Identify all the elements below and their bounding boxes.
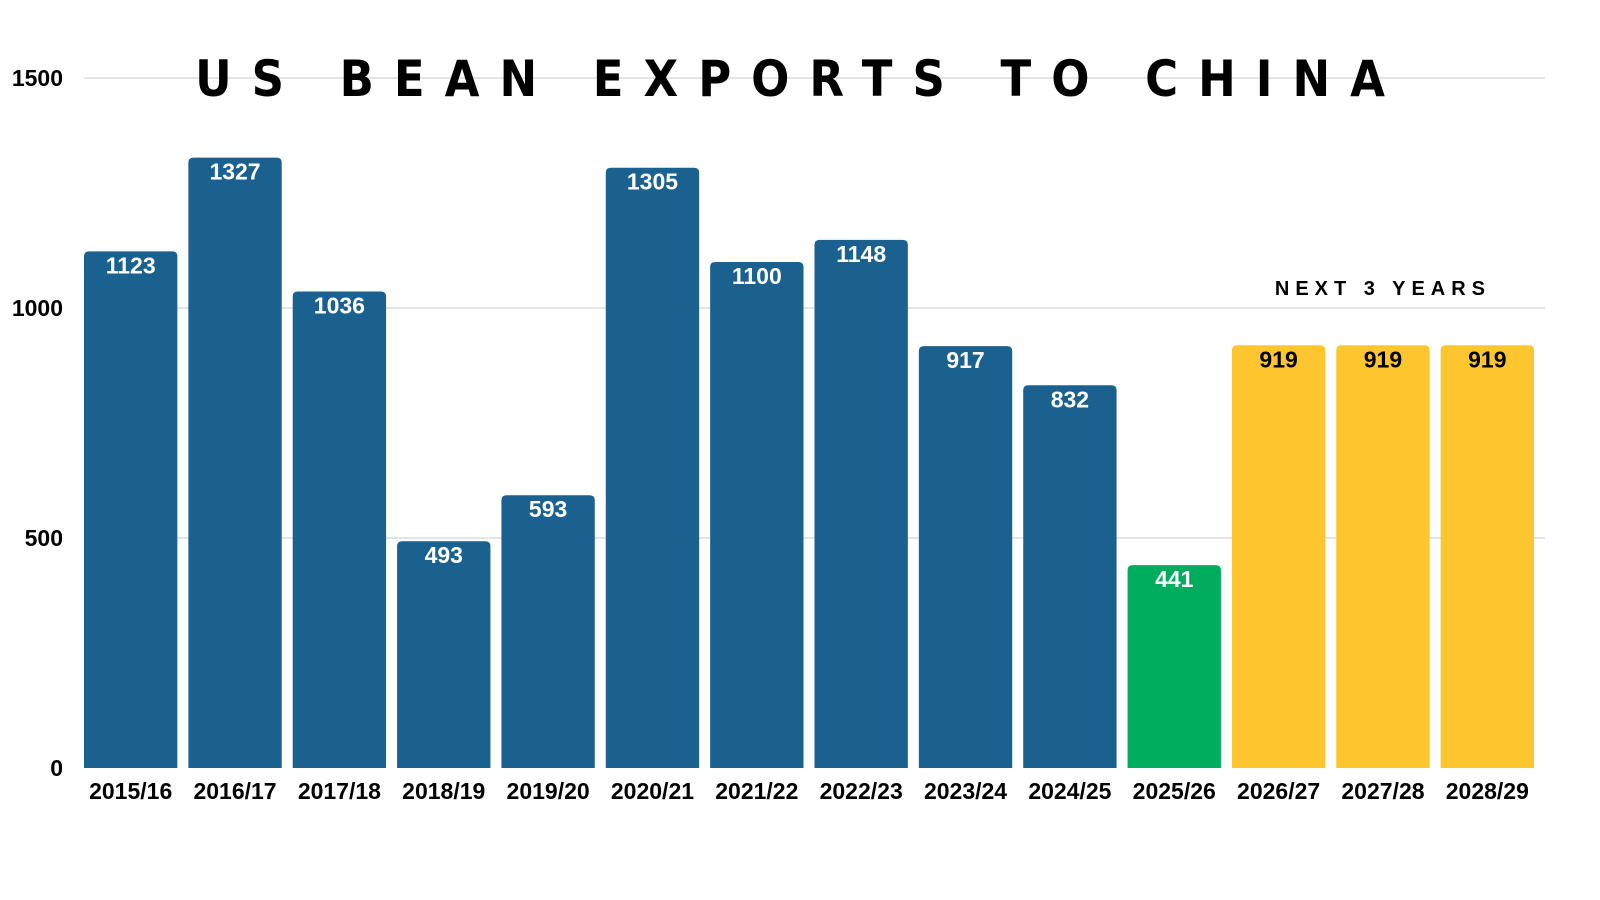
x-tick-label: 2020/21 xyxy=(611,778,694,804)
bar-2017-18 xyxy=(292,291,387,768)
x-tick-label: 2027/28 xyxy=(1341,778,1424,804)
bar-2021-22 xyxy=(710,262,804,768)
data-label: 917 xyxy=(946,347,984,373)
data-label: 919 xyxy=(1364,346,1402,372)
bar-2019-20 xyxy=(501,495,595,768)
bar-2020-21 xyxy=(605,167,700,768)
bar-2016-17 xyxy=(188,157,282,768)
data-label: 1123 xyxy=(106,252,156,278)
y-tick-label: 1000 xyxy=(12,295,63,321)
bar-2025-26 xyxy=(1127,565,1221,768)
bar-2022-23 xyxy=(814,239,908,769)
data-label: 919 xyxy=(1259,346,1297,372)
bar-2028-29 xyxy=(1440,345,1534,768)
data-label: 1305 xyxy=(627,169,678,195)
x-tick-label: 2015/16 xyxy=(89,778,172,804)
x-tick-label: 2021/22 xyxy=(715,778,798,804)
x-tick-label: 2022/23 xyxy=(820,778,903,804)
y-tick-label: 0 xyxy=(50,755,63,781)
data-labels: 1123 1327 1036 493 593 1305 1100 1148 917 832 441 9… xyxy=(106,159,1507,593)
chart-title: US BEAN EXPORTS TO CHINA xyxy=(195,50,1405,108)
data-label: 832 xyxy=(1051,386,1089,412)
bar-2023-24 xyxy=(918,346,1013,768)
bars xyxy=(84,157,1534,769)
next-years-annotation: NEXT 3 YEARS xyxy=(1275,278,1491,300)
data-label: 1036 xyxy=(314,292,365,318)
bar-2027-28 xyxy=(1336,345,1430,768)
x-tick-label: 2026/27 xyxy=(1237,778,1320,804)
x-tick-label: 2018/19 xyxy=(402,778,485,804)
data-label: 1327 xyxy=(209,159,260,185)
data-label: 919 xyxy=(1468,346,1506,372)
x-tick-label: 2028/29 xyxy=(1446,778,1529,804)
x-tick-label: 2024/25 xyxy=(1028,778,1111,804)
x-tick-label: 2019/20 xyxy=(507,778,590,804)
x-tick-label: 2016/17 xyxy=(193,778,276,804)
bar-2018-19 xyxy=(397,541,491,768)
x-axis-ticks: 2015/16 2016/17 2017/18 2018/19 2019/20 2020/… xyxy=(89,778,1529,804)
data-label: 1100 xyxy=(732,263,782,289)
x-tick-label: 2023/24 xyxy=(924,778,1007,804)
data-label: 1148 xyxy=(836,241,886,267)
x-tick-label: 2025/26 xyxy=(1133,778,1216,804)
y-tick-label: 1500 xyxy=(12,65,63,91)
data-label: 593 xyxy=(529,496,567,522)
x-tick-label: 2017/18 xyxy=(298,778,381,804)
bar-2026-27 xyxy=(1231,345,1326,768)
bar-2015-16 xyxy=(84,251,178,769)
data-label: 493 xyxy=(425,542,463,568)
data-label: 441 xyxy=(1155,566,1194,592)
bar-2024-25 xyxy=(1023,385,1117,768)
y-tick-label: 500 xyxy=(25,525,63,551)
y-axis-ticks: 0 500 1000 1500 xyxy=(12,65,63,781)
